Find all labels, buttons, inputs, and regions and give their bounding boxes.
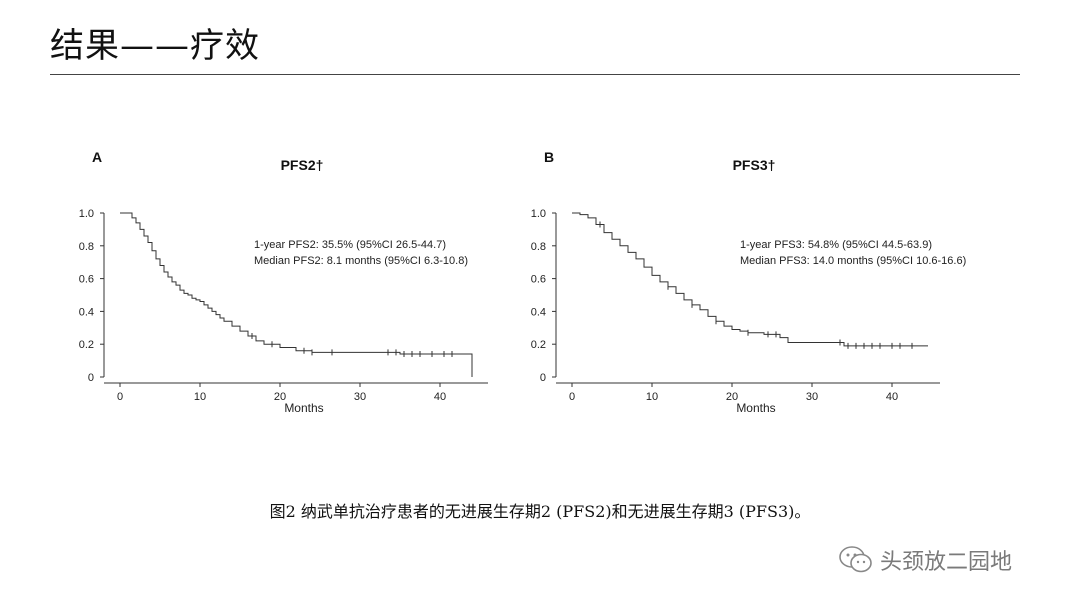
y-tick-label: 0.6 [79,274,94,286]
x-tick-label: 20 [726,391,738,403]
km-curve [572,212,928,347]
x-tick-label: 30 [354,391,366,403]
chart-panel-a: A PFS2† 0 0.2 0.4 0.6 0.8 1.0 0 10 20 30 40 Months 1-y… [79,140,510,430]
x-tick-label: 0 [569,391,575,403]
y-tick-label: 1.0 [79,208,94,220]
chart-panel-b: B PFS3† 0 0.2 0.4 0.6 0.8 1.0 0 10 20 30 40 Months 1-y… [531,140,967,430]
watermark: 头颈放二园地 [838,545,1012,575]
chart-annotation: Median PFS3: 14.0 months (95%CI 10.6-16.… [740,255,966,267]
slide-title: 结果——疗效 [50,26,260,66]
km-curve [120,212,473,377]
y-tick-label: 0.8 [531,241,546,253]
figure-caption: 图2 纳武单抗治疗患者的无进展生存期2 (PFS2)和无进展生存期3 (PFS3… [269,502,811,521]
km-chart-b: B PFS3† 0 0.2 0.4 0.6 0.8 1.0 0 10 20 30 40 Months 1-y… [531,149,967,415]
chart-title: PFS2† [281,157,324,173]
x-tick-label: 10 [646,391,658,403]
y-tick-label: 0.2 [531,339,546,351]
x-tick-label: 10 [194,391,206,403]
x-tick-label: 20 [274,391,286,403]
x-tick-label: 40 [434,391,446,403]
panel-letter: A [92,149,102,165]
y-tick-label: 0.2 [79,339,94,351]
chart-title: PFS3† [733,157,776,173]
x-tick-label: 40 [886,391,898,403]
x-axis-label: Months [284,401,323,415]
y-tick-label: 0.4 [531,306,546,318]
x-tick-label: 0 [117,391,123,403]
wechat-icon [839,546,872,573]
y-tick-label: 0 [88,372,94,384]
x-tick-label: 30 [806,391,818,403]
chart-annotation: 1-year PFS2: 35.5% (95%CI 26.5-44.7) [254,239,446,251]
x-axis-label: Months [736,401,775,415]
chart-annotation: 1-year PFS3: 54.8% (95%CI 44.5-63.9) [740,239,932,251]
y-tick-label: 0.4 [79,306,94,318]
title-divider [50,74,1020,75]
y-tick-label: 0.8 [79,241,94,253]
y-tick-label: 1.0 [531,208,546,220]
chart-annotation: Median PFS2: 8.1 months (95%CI 6.3-10.8) [254,255,468,267]
km-chart-a: A PFS2† 0 0.2 0.4 0.6 0.8 1.0 0 10 20 30 40 Months 1-y… [79,149,488,415]
y-tick-label: 0 [540,372,546,384]
panel-letter: B [544,149,554,165]
y-tick-label: 0.6 [531,274,546,286]
watermark-text: 头颈放二园地 [880,550,1013,575]
